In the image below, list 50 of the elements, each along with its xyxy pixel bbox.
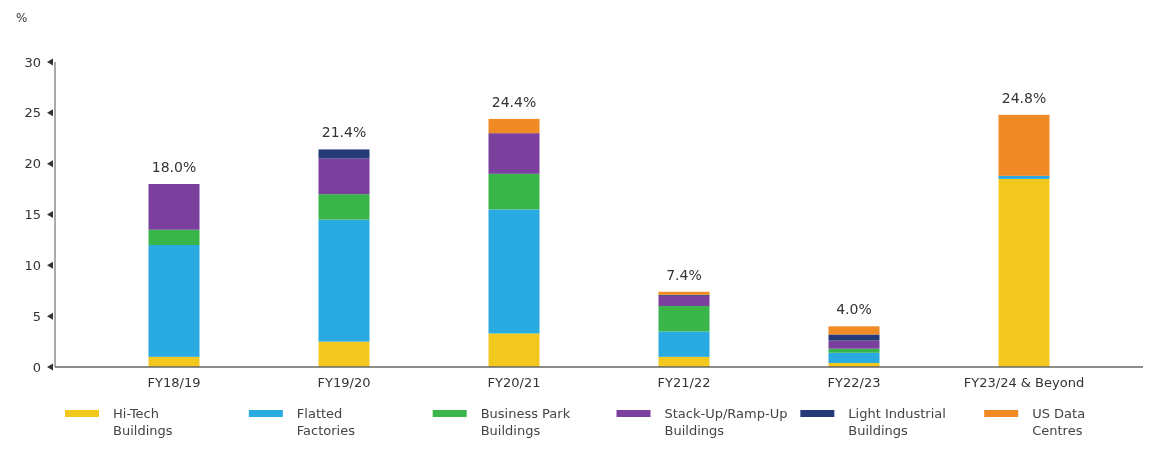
y-tick-label: 15 bbox=[24, 207, 41, 223]
bar bbox=[658, 331, 710, 357]
total-label: 21.4% bbox=[321, 124, 367, 141]
total-label: 24.8% bbox=[1001, 89, 1047, 106]
total-label: 4.0% bbox=[836, 301, 872, 318]
x-tick-label: FY19/20 bbox=[317, 375, 371, 390]
legend-label: Hi-Tech Buildings bbox=[113, 406, 173, 438]
legend-label: Flatted Factories bbox=[296, 406, 356, 438]
bar bbox=[828, 334, 880, 341]
bar bbox=[828, 340, 880, 349]
bar bbox=[658, 295, 710, 306]
x-tick-label: FY21/22 bbox=[657, 375, 711, 390]
y-tick-label: 25 bbox=[24, 105, 41, 121]
x-tick-label: FY22/23 bbox=[827, 375, 881, 390]
bar bbox=[998, 175, 1050, 179]
bar bbox=[998, 114, 1050, 176]
total-label: 18.0% bbox=[151, 159, 197, 175]
bar bbox=[318, 158, 370, 195]
bar bbox=[828, 348, 880, 353]
bar bbox=[488, 133, 540, 174]
bar bbox=[318, 219, 370, 342]
bar bbox=[658, 306, 710, 332]
bar bbox=[998, 178, 1050, 367]
legend-label: Light Industrial Buildings bbox=[848, 406, 946, 438]
total-label: 7.4% bbox=[666, 266, 702, 283]
bar bbox=[488, 118, 540, 134]
x-tick-label: FY18/19 bbox=[147, 375, 201, 390]
bar bbox=[148, 184, 200, 230]
bar bbox=[318, 194, 370, 220]
legend-label: US Data Centres bbox=[1032, 406, 1086, 438]
bar bbox=[318, 341, 370, 367]
bar bbox=[488, 173, 540, 210]
bar bbox=[488, 209, 540, 334]
total-label: 24.4% bbox=[491, 93, 537, 110]
y-tick-label: 20 bbox=[24, 156, 41, 172]
y-tick-label: 0 bbox=[32, 359, 41, 375]
legend-label: Business Park Buildings bbox=[480, 406, 571, 438]
bar bbox=[148, 229, 200, 245]
y-tick-label: 30 bbox=[24, 54, 41, 70]
bar bbox=[828, 352, 880, 363]
x-tick-label: FY20/21 bbox=[487, 375, 541, 390]
bar bbox=[318, 149, 370, 159]
bar bbox=[148, 245, 200, 357]
bar bbox=[488, 333, 540, 367]
y-tick-label: 5 bbox=[32, 308, 41, 324]
legend-label: Stack-Up/Ramp-Up Buildings bbox=[664, 406, 788, 438]
y-axis-title: % bbox=[16, 11, 28, 25]
y-tick-label: 10 bbox=[24, 257, 41, 273]
x-tick-label: FY23/24 & Beyond bbox=[963, 375, 1085, 390]
bar bbox=[828, 326, 880, 335]
